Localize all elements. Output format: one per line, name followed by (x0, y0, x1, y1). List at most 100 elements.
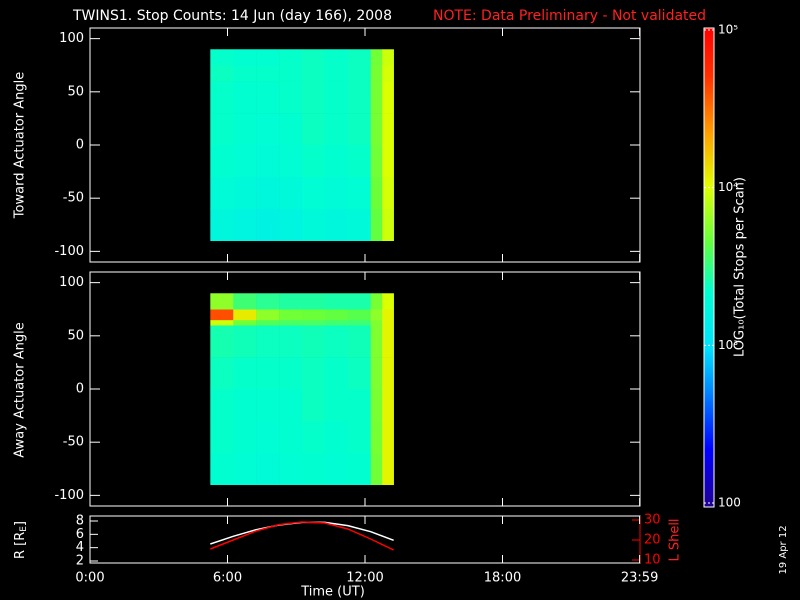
heatmap-cell (382, 113, 394, 146)
x-tick-label: 12:00 (346, 571, 383, 586)
heatmap-cell (347, 389, 372, 422)
heatmap-cell (370, 145, 383, 178)
heatmap-cell (301, 176, 326, 210)
label-sub: E (19, 526, 29, 532)
heatmap-cell (279, 145, 303, 178)
heatmap-cell (233, 420, 257, 454)
heatmap-cell (256, 325, 280, 358)
heatmap-cell (210, 309, 234, 321)
label-part: ] (13, 521, 28, 526)
heatmap-cell (382, 208, 394, 242)
heatmap-cell (210, 208, 234, 242)
heatmap-cell (233, 113, 257, 146)
colorbar (703, 27, 715, 508)
heatmap-cell (324, 75, 349, 82)
heatmap-cell (347, 65, 372, 77)
heatmap-cell (347, 145, 372, 178)
series-line (210, 521, 394, 551)
heatmap-cell (279, 452, 303, 486)
heatmap-cell (233, 49, 257, 66)
heatmap-cell (347, 176, 372, 210)
heatmap-cell (301, 389, 326, 422)
heatmap-cell (279, 81, 303, 114)
heatmap-cell (256, 145, 280, 178)
heatmap-cell (301, 309, 326, 321)
heatmap-cell (256, 49, 280, 66)
heatmap-cell (347, 81, 372, 114)
heatmap-cell (279, 389, 303, 422)
heatmap-cell (210, 293, 234, 310)
heatmap-cell (233, 293, 257, 310)
heatmap-cell (370, 176, 383, 210)
heatmap-cell (324, 81, 349, 114)
heatmap-cell (370, 452, 383, 486)
y-tick-label: 0 (76, 382, 84, 397)
heatmap-cell (382, 49, 394, 66)
heatmap-cell (233, 452, 257, 486)
heatmap-cell (210, 65, 234, 77)
heatmap-cell (279, 319, 303, 326)
x-axis-label: Time (UT) (300, 585, 365, 600)
heatmap-cell (324, 452, 349, 486)
x-tick-label: 18:00 (484, 571, 521, 586)
heatmap-cell (324, 420, 349, 454)
heatmap-cell (279, 49, 303, 66)
heatmap-cell (347, 49, 372, 66)
heatmap-cell (279, 325, 303, 358)
heatmap-cell (301, 65, 326, 77)
heatmap-cell (233, 65, 257, 77)
heatmap-cell (210, 420, 234, 454)
heatmap-cell (233, 319, 257, 326)
colorbar-tick-label: 10⁵ (718, 23, 738, 37)
heatmap-cell (233, 75, 257, 82)
series-line (210, 521, 394, 545)
heatmap-cell (370, 319, 383, 326)
heatmap-cell (233, 325, 257, 358)
y-tick-label: 100 (59, 275, 84, 290)
heatmap-cell (279, 75, 303, 82)
heatmap-cell (382, 65, 394, 77)
y-tick-label: 8 (76, 514, 84, 529)
heatmap-cell (370, 293, 383, 310)
heatmap-cell (324, 389, 349, 422)
heatmap-cell (347, 113, 372, 146)
note: NOTE: Data Preliminary - Not validated (433, 8, 706, 24)
heatmap-cell (324, 309, 349, 321)
heatmap-cell (210, 452, 234, 486)
heatmap-cell (382, 145, 394, 178)
heatmap-cell (210, 145, 234, 178)
heatmap-cell (210, 357, 234, 390)
heatmap-cell (279, 309, 303, 321)
heatmap-cell (256, 357, 280, 390)
heatmap-cell (382, 357, 394, 390)
heatmap-cell (382, 293, 394, 310)
y-tick-label: 2 (76, 554, 84, 569)
date-stamp: 19 Apr 12 (778, 525, 789, 574)
heatmap-cell (347, 325, 372, 358)
y-tick-label: 6 (76, 527, 84, 542)
heatmap-cell (347, 75, 372, 82)
heatmap-cell (370, 65, 383, 77)
y2-tick-label: 30 (644, 513, 661, 528)
heatmap-cell (382, 176, 394, 210)
heatmap-cell (382, 389, 394, 422)
heatmap-cell (210, 319, 234, 326)
heatmap-cell (301, 357, 326, 390)
heatmap-cell (210, 49, 234, 66)
heatmap-cell (256, 452, 280, 486)
heatmap-cell (301, 452, 326, 486)
heatmap-cell (301, 49, 326, 66)
heatmap-cell (370, 420, 383, 454)
heatmap-cell (279, 208, 303, 242)
heatmap-cell (256, 81, 280, 114)
heatmap-cell (301, 420, 326, 454)
heatmap-cell (324, 357, 349, 390)
heatmap-cell (382, 309, 394, 321)
heatmap-cell (324, 325, 349, 358)
heatmap-cell (301, 325, 326, 358)
heatmap-cell (324, 113, 349, 146)
heatmap-cell (382, 319, 394, 326)
heatmap-cell (256, 176, 280, 210)
y-tick-label: -100 (54, 244, 84, 259)
